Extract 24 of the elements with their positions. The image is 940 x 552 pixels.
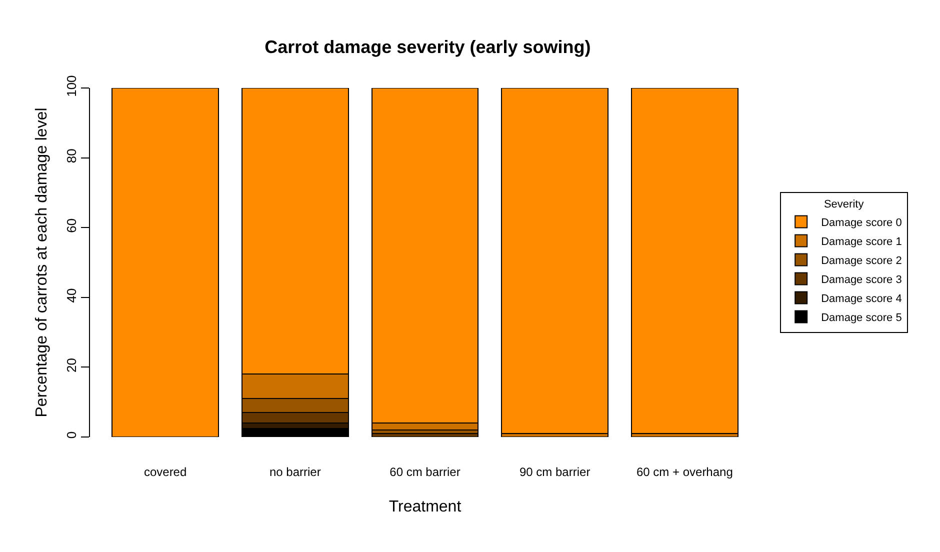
y-tick-label: 20 — [64, 358, 79, 372]
bar — [501, 88, 609, 434]
y-tick-label: 60 — [64, 218, 79, 233]
legend-label: Damage score 0 — [821, 217, 902, 230]
bar — [630, 88, 738, 434]
legend-label: Damage score 4 — [821, 293, 902, 306]
chart-title: Carrot damage severity (early sowing) — [264, 37, 591, 58]
x-axis-title: Treatment — [388, 498, 462, 516]
x-tick-label: no barrier — [269, 465, 321, 479]
x-tick-label: 90 cm barrier — [519, 465, 590, 479]
legend-label: Damage score 3 — [821, 274, 902, 286]
y-tick-label: 80 — [64, 148, 79, 164]
legend-title: Severity — [824, 198, 864, 210]
x-tick-label: 60 cm barrier — [390, 465, 460, 479]
legend-label: Damage score 1 — [821, 236, 902, 248]
legend-label: Damage score 5 — [821, 312, 902, 324]
x-tick-label: 60 cm + overhang — [636, 465, 733, 479]
bar — [112, 88, 220, 437]
legend-label: Damage score 2 — [821, 255, 902, 268]
y-tick-label: 0 — [64, 431, 79, 439]
y-tick-label: 100 — [64, 75, 79, 97]
x-tick-label: covered — [144, 465, 187, 479]
y-axis-title: Percentage of carrots at each damage level — [34, 108, 51, 418]
y-tick-label: 40 — [64, 288, 79, 303]
